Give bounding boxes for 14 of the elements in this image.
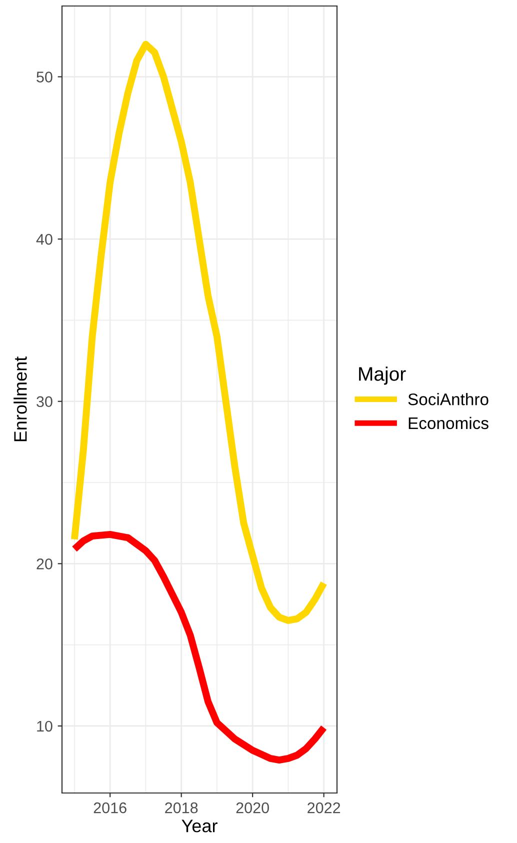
y-tick-label: 40 xyxy=(36,234,52,245)
legend-label: SociAnthro xyxy=(408,393,488,406)
x-tick-label: 2018 xyxy=(165,802,198,814)
legend-title: Major xyxy=(359,366,406,385)
y-tick-label: 10 xyxy=(37,720,52,732)
x-tick-label: 2020 xyxy=(236,802,269,814)
x-axis-title: Year xyxy=(182,820,218,832)
x-tick-label: 2016 xyxy=(94,802,126,814)
y-tick-label: 30 xyxy=(36,396,52,408)
y-tick-label: 20 xyxy=(36,558,52,570)
legend-label: Economics xyxy=(408,416,488,430)
x-tick-label: 2022 xyxy=(308,802,340,814)
y-axis-title: Enrollment xyxy=(14,356,27,442)
y-tick-label: 50 xyxy=(36,72,52,82)
